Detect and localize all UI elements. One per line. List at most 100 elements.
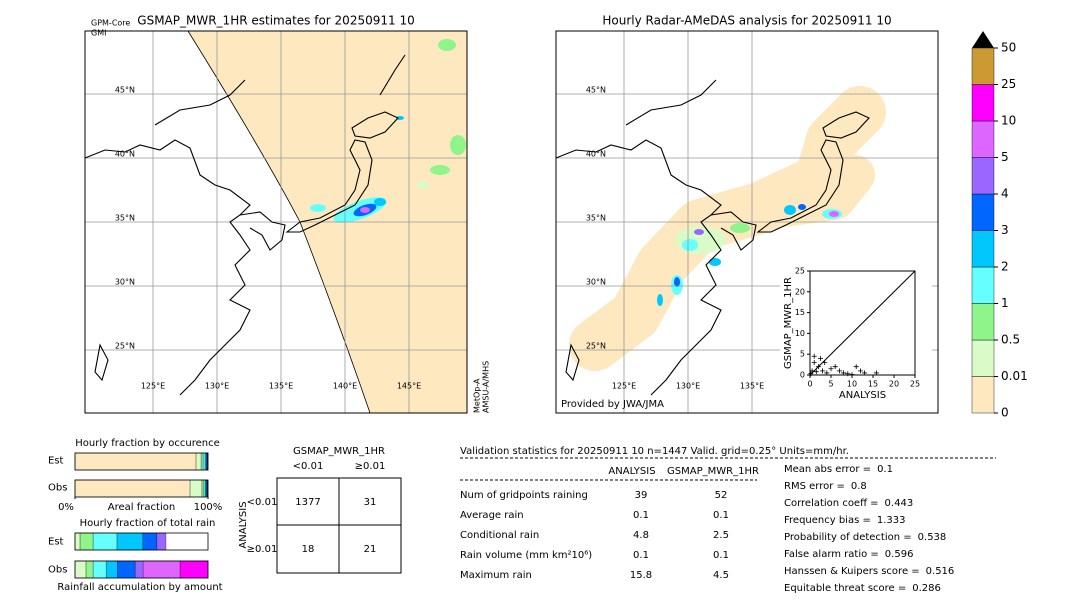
rain-areas (310, 39, 466, 223)
score-label: Correlation coeff = (784, 498, 879, 509)
stat-label: Conditional rain (460, 530, 539, 541)
colorbar-label: 1 (1001, 296, 1009, 310)
x-tick-label: 10 (847, 380, 857, 389)
bar-segment (92, 560, 107, 579)
bar-segment (189, 479, 203, 498)
data-point (822, 360, 828, 366)
bar-segment (85, 560, 94, 579)
sensor-label: GMI (91, 29, 106, 38)
lat-label: 45°N (115, 86, 135, 95)
bar-segment (74, 452, 197, 471)
bar-segment (142, 532, 158, 551)
lat-label: 35°N (115, 214, 135, 223)
colorbar-segment (971, 84, 995, 122)
colorbar-segment (971, 339, 995, 377)
analysis-area (569, 86, 886, 371)
panel-title: Hourly fraction by occurence (75, 438, 219, 449)
y-tick-label: 5 (800, 350, 805, 359)
table-cell: 1377 (295, 497, 320, 508)
colorbar-label: 2 (1001, 260, 1009, 274)
map-border (84, 30, 468, 414)
bar-segment (134, 560, 144, 579)
y-tick-label: 20 (795, 287, 805, 296)
colorbar-segment (971, 230, 995, 268)
colorbar-label: 25 (1001, 77, 1016, 91)
coastline (555, 79, 870, 396)
data-point (813, 369, 819, 375)
lon-label: 135°E (740, 382, 764, 391)
lat-label: 25°N (586, 342, 606, 351)
map-title: GSMAP_MWR_1HR estimates for 20250911 10 (137, 14, 414, 28)
lon-label: 125°E (612, 382, 636, 391)
colorbar-segment (971, 157, 995, 195)
lat-label: 25°N (115, 342, 135, 351)
table-cell: 31 (364, 497, 377, 508)
stat-label: Rain volume (mm km²10⁶) (460, 550, 592, 561)
stat-value: 4.8 (633, 530, 649, 541)
bar-segment (74, 532, 81, 551)
colorbar-label: 0 (1001, 406, 1009, 420)
lon-label: 135°E (269, 382, 293, 391)
colorbar-label: 10 (1001, 114, 1016, 128)
data-point (811, 353, 817, 359)
colorbar-segment (971, 120, 995, 158)
data-point (828, 366, 834, 372)
score-value: 0.1 (877, 464, 893, 475)
colorbar-segment (971, 376, 995, 414)
left-map: 45°N 40°N 35°N 30°N 25°N 125°E 130°E 135°E 140°E… (84, 14, 491, 414)
colorbar-extend (972, 31, 994, 48)
y-tick-label: 15 (795, 308, 805, 317)
score: Probability of detection = 0.538 (784, 532, 946, 543)
stat-value: 0.1 (633, 550, 649, 561)
score: Equitable threat score = 0.286 (784, 583, 941, 594)
bar-segment (203, 479, 206, 498)
one-to-one-line (809, 270, 916, 376)
lat-label: 30°N (115, 278, 135, 287)
scatter-plot: 0 5 10 15 20 25 0 5 10 15 20 25 ANALYSIS GSMAP_MWR_1H… (783, 267, 920, 402)
stat-value: 4.5 (713, 570, 729, 581)
colorbar-label: 4 (1001, 187, 1009, 201)
credit: Provided by JWA/JMA (561, 399, 664, 410)
table-cell: 21 (364, 544, 377, 555)
data-point (849, 372, 855, 378)
lon-label: 145°E (397, 382, 421, 391)
stat-label: Average rain (460, 510, 524, 521)
coastline (84, 54, 406, 396)
colorbar-segment (971, 266, 995, 304)
x-tick-label: 15 (868, 380, 878, 389)
y-axis-label: GSMAP_MWR_1HR (783, 277, 794, 369)
colorbar: 0 0.01 0.5 1 2 3 4 5 10 25 50 (971, 31, 1028, 420)
lat-label: 30°N (586, 278, 606, 287)
bar-segment (179, 560, 209, 579)
x-tick-label: 0% (58, 502, 74, 513)
bar-frame (74, 532, 209, 551)
x-tick-label: 25 (910, 380, 920, 389)
data-point (841, 370, 847, 376)
score: RMS error = 0.8 (784, 481, 867, 492)
bar-segment (205, 479, 207, 498)
score: Hanssen & Kuipers score = 0.516 (784, 566, 954, 577)
score-label: Equitable threat score = (784, 583, 906, 594)
bar-segment (156, 532, 167, 551)
data-point (809, 368, 815, 374)
x-tick-label: 20 (889, 380, 899, 389)
contingency-table: GSMAP_MWR_1HR <0.01 ≥0.01 ANALYSIS <0.01… (238, 446, 402, 574)
lon-label: 140°E (333, 382, 357, 391)
stat-value: 0.1 (713, 510, 729, 521)
bar-frame (74, 560, 209, 579)
column-header: ≥0.01 (355, 461, 386, 472)
y-tick-label: 25 (795, 267, 805, 276)
rain-fraction: Hourly fraction of total rain Est Obs Rainf… (48, 518, 223, 593)
sensor-label: GPM-Core (91, 19, 130, 28)
bar-segment (200, 452, 204, 471)
colorbar-label: 50 (1001, 41, 1016, 55)
x-tick-label: 100% (194, 502, 223, 513)
data-point (832, 364, 838, 370)
score-label: Hanssen & Kuipers score = (784, 566, 920, 577)
colorbar-label: 3 (1001, 223, 1009, 237)
stat-label: Num of gridpoints raining (460, 490, 588, 501)
stat-value: 52 (715, 490, 728, 501)
data-point (862, 370, 868, 376)
category-label: Obs (48, 565, 67, 576)
data-point (845, 371, 851, 377)
